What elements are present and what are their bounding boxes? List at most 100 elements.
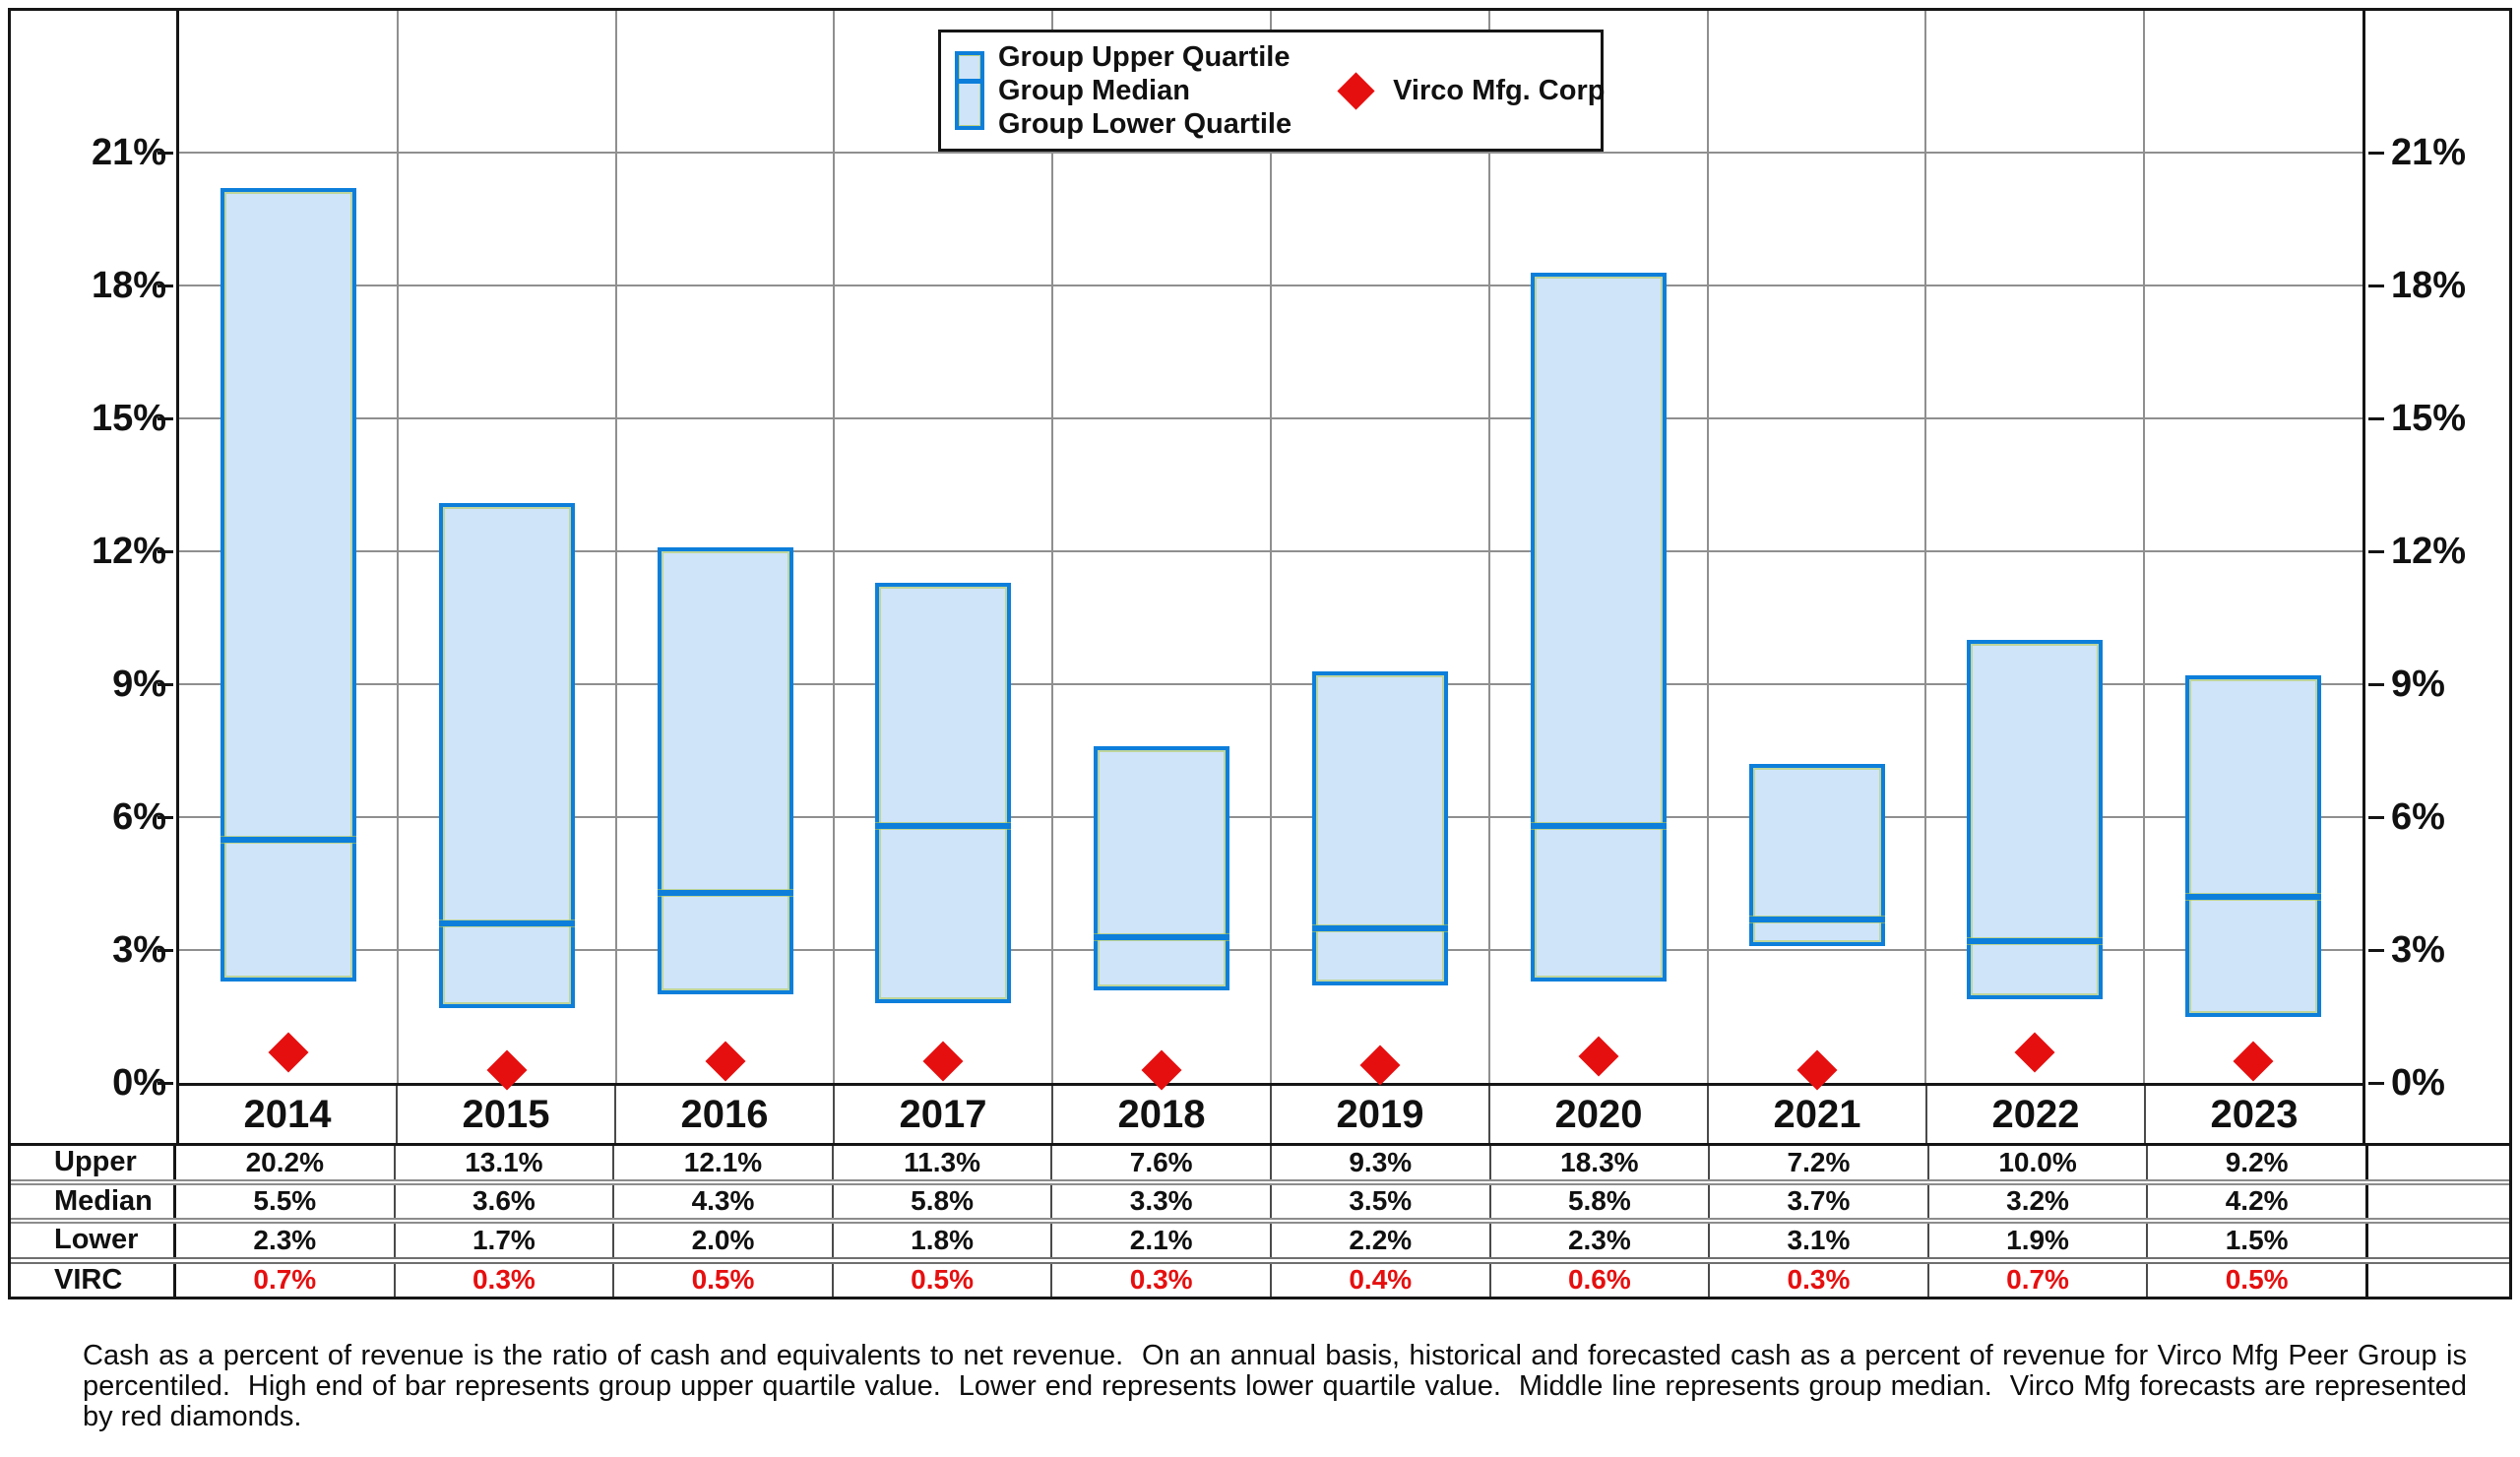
y-axis-tick-right-3 [2368, 949, 2384, 952]
y-axis-label-left-15: 15% [91, 398, 166, 439]
virc-diamond-2022 [2014, 1031, 2055, 1073]
table-filler-cell [2368, 1264, 2509, 1298]
table-cell-upper-2019: 9.3% [1272, 1146, 1491, 1179]
y-axis-label-left-18: 18% [91, 265, 166, 306]
gridline-horizontal-9 [179, 683, 2362, 685]
table-cell-median-2022: 3.2% [1929, 1184, 2149, 1218]
y-axis-label-right-0: 0% [2391, 1062, 2445, 1104]
table-cell-virc-2017: 0.5% [834, 1263, 1053, 1297]
median-line-2018 [1094, 933, 1230, 940]
quartile-bar-2015 [438, 502, 575, 1008]
table-cell-median-2014: 5.5% [176, 1184, 396, 1218]
y-axis-tick-right-0 [2368, 1082, 2384, 1085]
y-axis-tick-left-6 [158, 816, 173, 819]
median-line-2021 [1748, 916, 1885, 922]
y-axis-label-right-18: 18% [2391, 265, 2467, 306]
median-line-2015 [438, 920, 575, 926]
table-row-values: 20.2% 13.1% 12.1% 11.3% 7.6% 9.3% 18.3% 7.2% 10.… [176, 1146, 2368, 1179]
y-axis-tick-left-3 [158, 949, 173, 952]
gridline-vertical [1487, 11, 1490, 1083]
table-cell-median-2023: 4.2% [2225, 1185, 2289, 1217]
table-cell-virc-2016: 0.5% [614, 1263, 834, 1297]
y-axis-tick-right-21 [2368, 152, 2384, 155]
legend-label-median: Group Median [998, 75, 1190, 106]
table-cell-upper-2017: 11.3% [834, 1146, 1053, 1179]
table-cell-lower-2016: 2.0% [614, 1224, 834, 1257]
table-cell-upper-2021: 7.2% [1710, 1146, 1929, 1179]
table-cell-virc-2015: 0.3% [396, 1263, 615, 1297]
table-cell-median-2019: 3.5% [1272, 1184, 1491, 1218]
y-axis-tick-right-18 [2368, 285, 2384, 287]
median-line-2020 [1530, 823, 1667, 829]
table-cell-lower-2017: 1.8% [834, 1224, 1053, 1257]
table-cell-virc-2022: 0.7% [1929, 1263, 2149, 1297]
quartile-bar-2022 [1967, 640, 2104, 999]
y-axis-label-right-21: 21% [2391, 132, 2467, 173]
table-row-label-virc: VIRC [11, 1263, 176, 1297]
y-axis-tick-left-15 [158, 417, 173, 420]
quartile-bar-2016 [657, 546, 793, 994]
table-row-upper: Upper 20.2% 13.1% 12.1% 11.3% 7.6% 9.3% 18.3% 7.… [11, 1146, 2509, 1179]
y-axis-tick-right-15 [2368, 417, 2384, 420]
table-cell-lower-2018: 2.1% [1052, 1224, 1272, 1257]
table-row-label-lower: Lower [11, 1224, 176, 1257]
median-line-2022 [1967, 938, 2104, 944]
y-axis-label-left-0: 0% [112, 1062, 166, 1104]
table-cell-median-2018: 3.3% [1052, 1184, 1272, 1218]
y-axis-label-right-9: 9% [2391, 664, 2445, 705]
table-cell-upper-2016: 12.1% [614, 1146, 834, 1179]
x-axis-label-2014: 2014 [179, 1086, 398, 1143]
x-axis-label-2017: 2017 [835, 1086, 1053, 1143]
legend-label-lower-quartile: Group Lower Quartile [998, 108, 1292, 140]
table-row-virc: VIRC 0.7% 0.3% 0.5% 0.5% 0.3% 0.4% 0.6% 0.3% 0.7%… [11, 1256, 2509, 1298]
virc-diamond-2017 [922, 1040, 964, 1082]
quartile-bar-2017 [875, 582, 1012, 1003]
table-cell-lower-2014: 2.3% [176, 1224, 396, 1257]
table-cell-virc-2023: 0.5% [2225, 1264, 2289, 1296]
gridline-vertical [1270, 11, 1272, 1083]
table-cell-lower-2019: 2.2% [1272, 1224, 1491, 1257]
virco-diamond-icon [1337, 71, 1375, 110]
median-line-2017 [875, 823, 1012, 829]
gridline-horizontal-3 [179, 949, 2362, 951]
median-line-2016 [657, 889, 793, 896]
virc-diamond-2014 [268, 1031, 309, 1073]
y-axis-label-left-12: 12% [91, 531, 166, 572]
gridline-horizontal-12 [179, 550, 2362, 552]
x-axis-label-2022: 2022 [1927, 1086, 2146, 1143]
quartile-bar-2021 [1748, 764, 1885, 946]
table-row-lower: Lower 2.3% 1.7% 2.0% 1.8% 2.1% 2.2% 2.3% 3.1% 1.9… [11, 1218, 2509, 1257]
x-axis-year-row: 2014 2015 2016 2017 2018 2019 2020 2021 2022 2023 [176, 1086, 2365, 1143]
y-axis-label-right-6: 6% [2391, 796, 2445, 838]
x-axis-label-2023: 2023 [2210, 1092, 2299, 1136]
table-cell-median-2021: 3.7% [1710, 1184, 1929, 1218]
quartile-bar-2023 [2185, 675, 2322, 1017]
gridline-vertical [396, 11, 399, 1083]
table-cell-upper-2023: 9.2% [2225, 1146, 2289, 1177]
table-cell-virc-2019: 0.4% [1272, 1263, 1491, 1297]
gridline-horizontal-21 [179, 152, 2362, 154]
median-line-2014 [220, 836, 356, 843]
virc-diamond-2019 [1359, 1045, 1401, 1086]
footnote-text: Cash as a percent of revenue is the rati… [83, 1340, 2476, 1432]
virc-diamond-2020 [1578, 1036, 1619, 1077]
table-cell-median-2016: 4.3% [614, 1184, 834, 1218]
x-axis-label-2020: 2020 [1490, 1086, 1709, 1143]
gridline-vertical [833, 11, 836, 1083]
chart-frame: 0% 0% 3% 3% 6% 6% 9% 9% 12% 12% 15% 15% 18% 18% 21% 21%… [8, 8, 2512, 1299]
median-line-2019 [1311, 924, 1448, 931]
table-row-values: 5.5% 3.6% 4.3% 5.8% 3.3% 3.5% 5.8% 3.7% 3.2% 4.2% [176, 1184, 2368, 1218]
quartile-bar-2014 [220, 188, 356, 982]
table-cell-median-2015: 3.6% [396, 1184, 615, 1218]
gridline-horizontal-15 [179, 417, 2362, 419]
table-row-values: 0.7% 0.3% 0.5% 0.5% 0.3% 0.4% 0.6% 0.3% 0.7% 0.5% [176, 1263, 2368, 1297]
y-axis-label-left-21: 21% [91, 132, 166, 173]
y-axis-label-left-3: 3% [112, 929, 166, 971]
table-row-values: 2.3% 1.7% 2.0% 1.8% 2.1% 2.2% 2.3% 3.1% 1.9% 1.5% [176, 1224, 2368, 1257]
table-cell-virc-2018: 0.3% [1052, 1263, 1272, 1297]
y-axis-tick-right-9 [2368, 683, 2384, 686]
table-cell-lower-2021: 3.1% [1710, 1224, 1929, 1257]
y-axis-tick-left-9 [158, 683, 173, 686]
table-cell-upper-2015: 13.1% [396, 1146, 615, 1179]
